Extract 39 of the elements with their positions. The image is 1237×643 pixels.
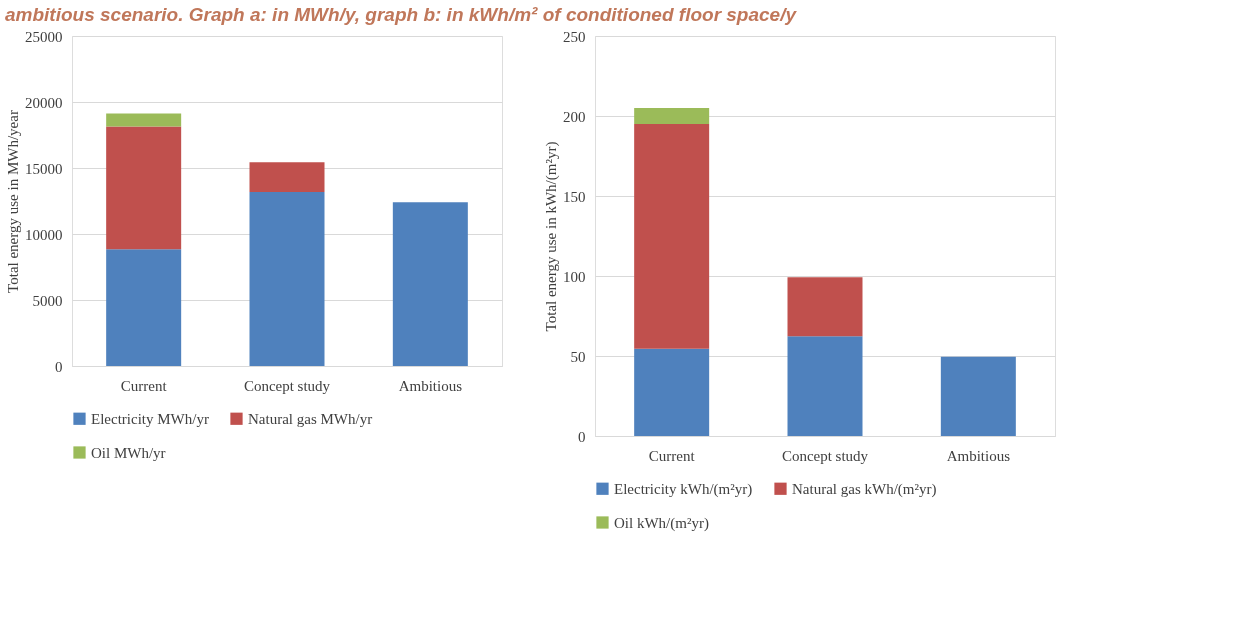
bar	[634, 124, 710, 349]
bar	[106, 126, 182, 250]
y-tick-label: 20000	[25, 94, 63, 111]
x-tick-label: Concept study	[781, 447, 869, 464]
y-tick-label: 10000	[25, 226, 63, 243]
y-tick-label: 0	[578, 428, 586, 445]
bar	[106, 249, 182, 366]
y-tick-label: 5000	[32, 292, 63, 309]
x-tick-label: Ambitious	[398, 377, 463, 394]
y-tick-label: 250	[563, 28, 586, 45]
chart-title: ambitious scenario. Graph a: in MWh/y, graph b: in kWh/m² of conditioned floor space/y	[5, 3, 798, 25]
y-tick-label: 0	[55, 358, 63, 375]
y-axis-title: Total energy use in MWh/year	[5, 110, 21, 293]
bar	[634, 348, 710, 436]
legend-label: Oil MWh/yr	[91, 444, 166, 461]
y-tick-label: 15000	[25, 160, 63, 177]
y-tick-label: 25000	[25, 28, 63, 45]
legend-label: Electricity kWh/(m²yr)	[614, 480, 753, 498]
bar	[249, 192, 325, 366]
bar	[787, 277, 863, 337]
y-tick-label: 150	[563, 188, 586, 205]
x-tick-label: Concept study	[243, 377, 331, 394]
bar	[634, 108, 710, 124]
legend-label: Natural gas MWh/yr	[248, 410, 373, 427]
bar	[392, 202, 468, 366]
x-tick-label: Current	[120, 377, 168, 394]
x-tick-label: Ambitious	[946, 447, 1011, 464]
bar	[787, 336, 863, 436]
y-axis-title: Total energy use in kWh/(m²yr)	[543, 141, 560, 332]
y-tick-label: 200	[563, 108, 586, 125]
bar	[940, 356, 1016, 436]
y-tick-label: 50	[570, 348, 586, 365]
bar	[106, 113, 182, 127]
bar	[249, 162, 325, 193]
legend-label: Oil kWh/(m²yr)	[614, 514, 709, 532]
legend-label: Natural gas kWh/(m²yr)	[792, 480, 937, 498]
x-tick-label: Current	[648, 447, 696, 464]
legend-label: Electricity MWh/yr	[91, 410, 209, 427]
y-tick-label: 100	[563, 268, 586, 285]
